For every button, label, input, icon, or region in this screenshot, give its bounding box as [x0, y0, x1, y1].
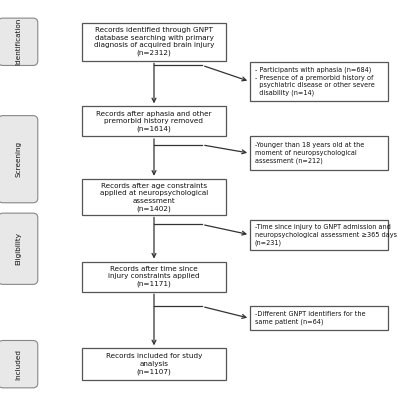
Text: -Younger than 18 years old at the
moment of neuropsychological
assessment (n=212: -Younger than 18 years old at the moment…	[255, 142, 364, 164]
Text: Records identified through GNPT
database searching with primary
diagnosis of acq: Records identified through GNPT database…	[94, 27, 214, 56]
FancyBboxPatch shape	[82, 348, 226, 380]
FancyBboxPatch shape	[0, 213, 38, 284]
Text: Identification: Identification	[15, 18, 21, 65]
FancyBboxPatch shape	[82, 23, 226, 60]
Text: Records after age constraints
applied at neuropsychological
assessment
(n=1402): Records after age constraints applied at…	[100, 183, 208, 211]
Text: -Time since injury to GNPT admission and
neuropsychological assessment ≥365 days: -Time since injury to GNPT admission and…	[255, 224, 397, 246]
FancyBboxPatch shape	[250, 136, 388, 170]
Text: -Different GNPT identifiers for the
same patient (n=64): -Different GNPT identifiers for the same…	[255, 311, 365, 326]
FancyBboxPatch shape	[0, 18, 38, 65]
Text: Records included for study
analysis
(n=1107): Records included for study analysis (n=1…	[106, 353, 202, 375]
FancyBboxPatch shape	[0, 116, 38, 203]
Text: Records after time since
injury constraints applied
(n=1171): Records after time since injury constrai…	[108, 266, 200, 287]
Text: Screening: Screening	[15, 141, 21, 177]
Text: Records after aphasia and other
premorbid history removed
(n=1614): Records after aphasia and other premorbi…	[96, 111, 212, 132]
FancyBboxPatch shape	[250, 306, 388, 330]
FancyBboxPatch shape	[0, 341, 38, 388]
Text: Included: Included	[15, 349, 21, 380]
FancyBboxPatch shape	[250, 220, 388, 250]
Text: Eligibility: Eligibility	[15, 232, 21, 265]
FancyBboxPatch shape	[250, 62, 388, 101]
FancyBboxPatch shape	[82, 107, 226, 136]
Text: - Participants with aphasia (n=684)
- Presence of a premorbid history of
  psych: - Participants with aphasia (n=684) - Pr…	[255, 67, 374, 96]
FancyBboxPatch shape	[82, 262, 226, 291]
FancyBboxPatch shape	[82, 179, 226, 215]
